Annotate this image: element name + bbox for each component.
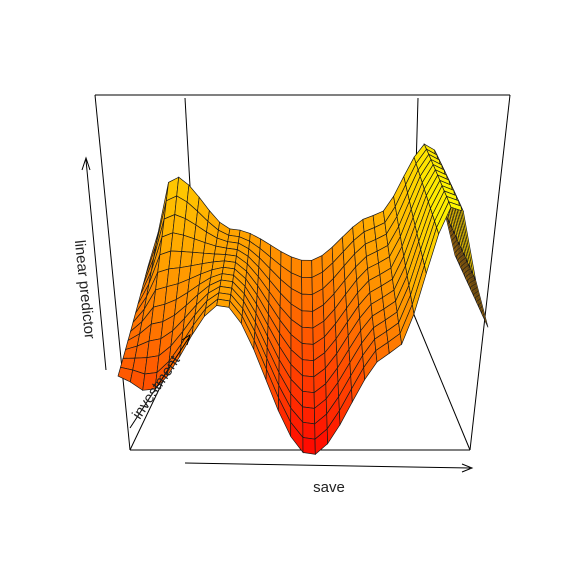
surface-facet bbox=[170, 232, 184, 252]
surface-facet bbox=[216, 298, 231, 308]
surface-facet bbox=[301, 326, 314, 345]
surface-facet bbox=[302, 421, 316, 440]
y-axis-arrowhead bbox=[181, 333, 191, 346]
box-floor-right-edge bbox=[411, 309, 471, 451]
surface-mesh bbox=[117, 143, 489, 456]
surface-facet bbox=[172, 214, 186, 236]
x-axis-arrow bbox=[184, 462, 471, 469]
surface-facet bbox=[301, 293, 313, 312]
surface-facet bbox=[302, 390, 315, 409]
z-axis-arrow bbox=[85, 159, 107, 371]
z-axis-arrowhead bbox=[81, 156, 91, 171]
axis-arrows bbox=[81, 156, 474, 473]
surface-facet bbox=[301, 259, 313, 278]
z-axis-title: linear predictor bbox=[71, 239, 98, 339]
x-axis-title: save bbox=[313, 479, 345, 496]
surface-facet bbox=[472, 274, 489, 328]
surface-facet bbox=[301, 359, 315, 378]
box-right-edge bbox=[469, 94, 511, 451]
surface-facet bbox=[302, 375, 315, 394]
surface-facet bbox=[129, 369, 146, 391]
box-left-edge bbox=[94, 94, 131, 451]
surface-facet bbox=[302, 437, 316, 455]
surface-facet bbox=[301, 276, 313, 295]
surface-facet bbox=[302, 406, 316, 425]
surface-facet bbox=[301, 343, 314, 362]
x-axis-arrowhead bbox=[461, 463, 474, 473]
y-axis-arrow bbox=[129, 335, 191, 429]
surface-facet bbox=[301, 310, 314, 329]
